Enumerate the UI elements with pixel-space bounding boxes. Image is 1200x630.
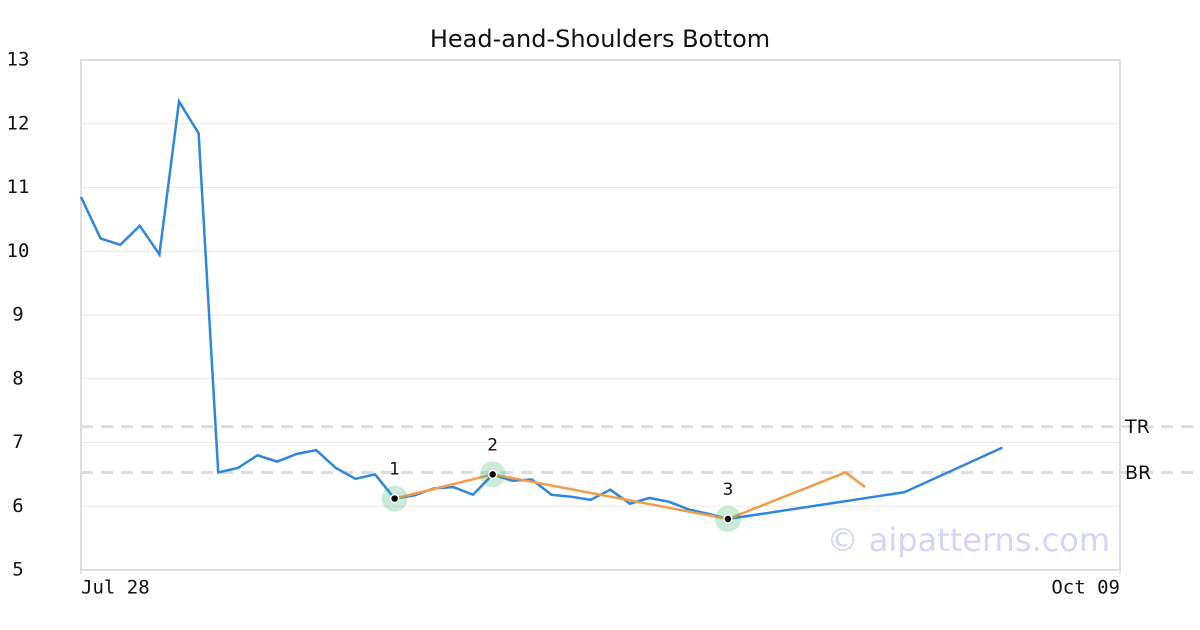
y-tick-label: 10 [7, 240, 30, 262]
chart-title: Head-and-Shoulders Bottom [430, 25, 770, 53]
point-label: 1 [389, 460, 400, 480]
y-tick-label: 9 [12, 304, 23, 326]
y-tick-label: 11 [7, 176, 30, 198]
reference-label: TR [1124, 416, 1150, 438]
y-tick-label: 5 [12, 559, 23, 581]
plot-frame [80, 59, 1121, 571]
point-marker [487, 469, 498, 480]
y-tick-label: 7 [12, 431, 23, 453]
y-tick-label: 8 [12, 367, 23, 389]
y-tick-label: 13 [7, 49, 30, 71]
point-marker [723, 514, 733, 524]
x-tick-label: Jul 28 [81, 577, 150, 599]
y-tick-label: 6 [12, 495, 23, 517]
reference-label: BR [1125, 462, 1151, 484]
line-series [79, 97, 1003, 521]
line-series [394, 471, 866, 521]
x-tick-label: Oct 09 [1051, 577, 1120, 599]
point-marker [389, 493, 400, 504]
point-label: 2 [487, 435, 498, 455]
y-tick-label: 12 [7, 112, 30, 134]
point-label: 3 [723, 480, 734, 500]
watermark: © aipatterns.com [827, 521, 1110, 559]
